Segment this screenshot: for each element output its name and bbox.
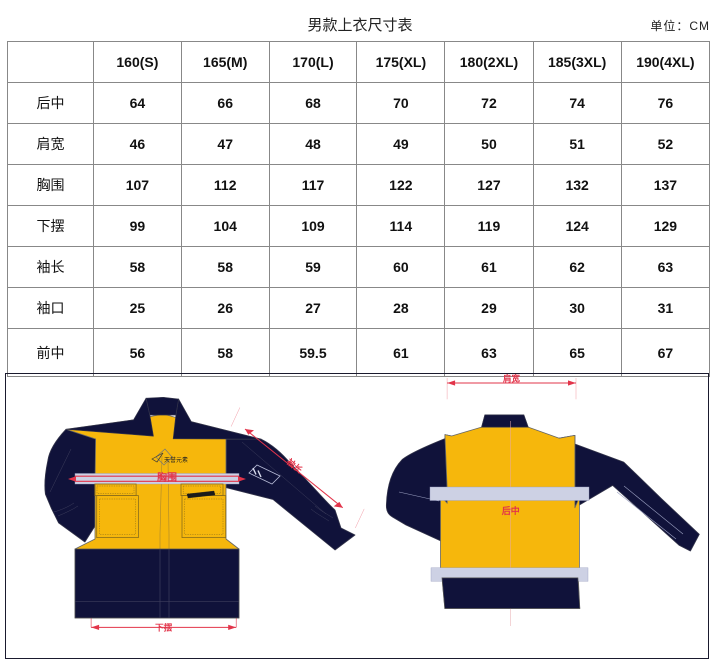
svg-text:后中: 后中 <box>502 505 520 516</box>
svg-text:天誉元素: 天誉元素 <box>164 456 188 464</box>
svg-text:肩宽: 肩宽 <box>503 374 521 384</box>
svg-text:下摆: 下摆 <box>155 623 173 633</box>
svg-text:胸围: 胸围 <box>157 471 177 484</box>
